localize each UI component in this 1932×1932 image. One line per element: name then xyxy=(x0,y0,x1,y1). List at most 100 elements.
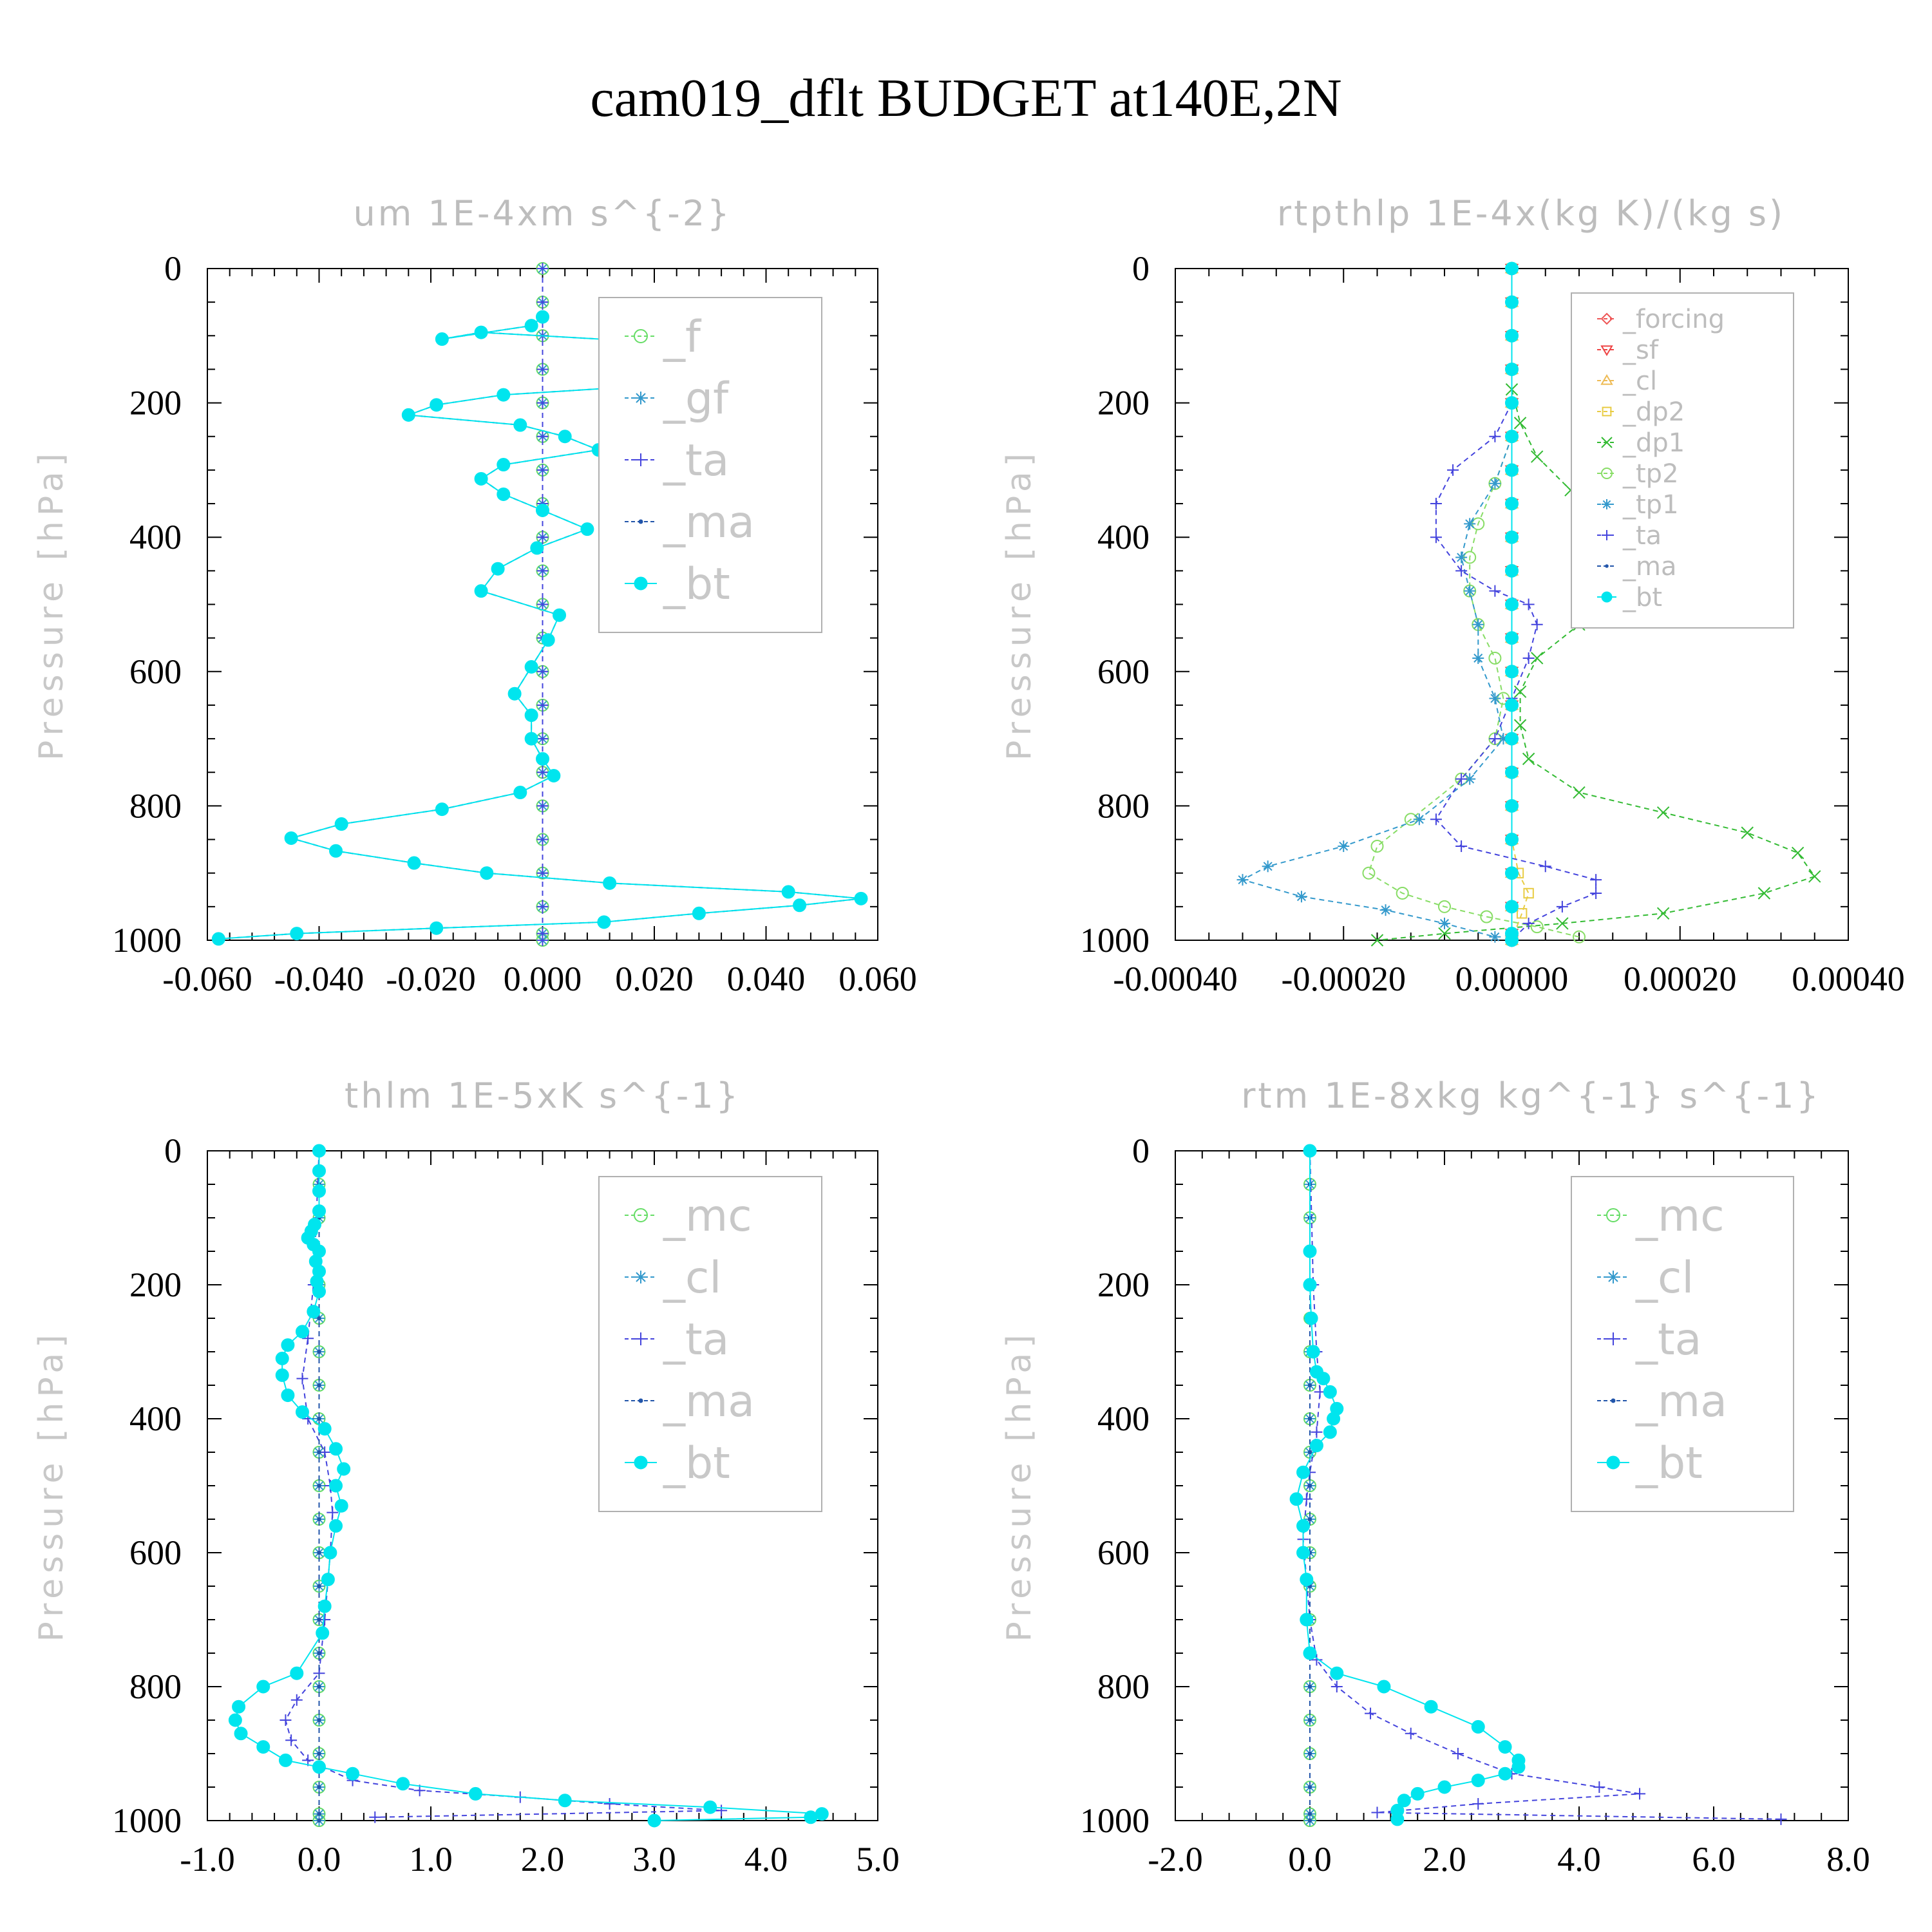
legend-label: _dp2 xyxy=(1622,397,1685,427)
data-point-bt xyxy=(1303,1244,1317,1258)
legend-label: _sf xyxy=(1622,336,1659,365)
y-tick-label: 600 xyxy=(129,1533,182,1572)
data-point-bt xyxy=(435,332,449,346)
data-point-bt xyxy=(396,1777,410,1791)
legend-marker xyxy=(1605,564,1609,568)
data-point-bt xyxy=(312,1204,326,1218)
data-point-bt xyxy=(524,732,538,746)
plot-area xyxy=(211,262,868,947)
data-point-bt xyxy=(312,1184,326,1198)
data-point-bt xyxy=(1471,1774,1485,1788)
x-tick-label: 0.0 xyxy=(1288,1840,1332,1879)
data-point-bt xyxy=(1304,1311,1318,1325)
data-point-ta xyxy=(536,867,549,879)
data-point-bt xyxy=(1505,732,1519,746)
data-point-bt xyxy=(558,430,572,444)
data-point-bt xyxy=(1296,1546,1311,1560)
legend-label: _bt xyxy=(1622,583,1662,612)
data-point-ta xyxy=(290,1694,303,1706)
data-point-bt xyxy=(1330,1666,1344,1680)
data-point-tp1 xyxy=(1464,773,1476,785)
y-tick-label: 600 xyxy=(1097,652,1150,691)
data-point-tp1 xyxy=(1455,551,1468,564)
data-point-bt xyxy=(1471,1719,1485,1734)
legend-box xyxy=(598,297,822,633)
panel-3: thlm 1E-5xK s^{-1} Pressure [hPa] 0 200 400 6… xyxy=(32,1075,900,1879)
x-tick-label: -0.020 xyxy=(386,960,475,998)
data-point-bt xyxy=(1505,497,1519,511)
legend-marker xyxy=(1602,406,1612,417)
data-point-bt xyxy=(317,1599,332,1613)
data-point-bt xyxy=(1289,1492,1303,1506)
data-point-bt xyxy=(507,687,522,701)
data-point-dp1 xyxy=(1370,934,1384,947)
data-point-bt xyxy=(497,388,511,402)
legend-label: _mc xyxy=(663,1191,752,1242)
data-point-ta xyxy=(536,699,549,711)
x-tick-label: 1.0 xyxy=(409,1840,453,1879)
data-point-ta xyxy=(536,598,549,611)
panel-title: rtpthlp 1E-4x(kg K)/(kg s) xyxy=(1277,193,1785,234)
data-point-bt xyxy=(1327,1412,1341,1426)
legend-marker xyxy=(634,392,647,404)
y-tick-label: 800 xyxy=(1097,786,1150,825)
legend-label: _cl xyxy=(1635,1253,1694,1303)
data-point-bt xyxy=(497,458,511,472)
data-point-bt xyxy=(1505,463,1519,477)
data-point-bt xyxy=(228,1713,242,1727)
data-point-bt xyxy=(1505,564,1519,578)
data-point-tp1 xyxy=(1338,840,1350,852)
data-point-tp2 xyxy=(1573,930,1586,943)
data-point-bt xyxy=(275,1351,289,1365)
data-point-ta xyxy=(536,733,549,745)
panel-title: rtm 1E-8xkg kg^{-1} s^{-1} xyxy=(1241,1075,1821,1116)
data-point-tp1 xyxy=(1262,860,1274,873)
legend-label: _tp2 xyxy=(1622,459,1679,489)
legend-label: _bt xyxy=(663,1438,730,1489)
data-point-bt xyxy=(1316,1372,1331,1386)
data-point-ma xyxy=(1307,1818,1312,1823)
data-point-bt xyxy=(321,1573,335,1587)
data-point-ta xyxy=(1311,1426,1323,1438)
legend-label: _mc xyxy=(1635,1191,1725,1242)
y-tick-label: 200 xyxy=(129,384,182,422)
x-tick-label: 0.020 xyxy=(615,960,694,998)
data-point-ta xyxy=(536,464,549,476)
data-point-dp1 xyxy=(1530,450,1544,463)
legend-label: _f xyxy=(663,312,702,363)
data-point-bt xyxy=(1303,1278,1317,1292)
data-point-ma xyxy=(1307,1383,1312,1388)
data-point-bt xyxy=(407,856,421,870)
data-point-ta xyxy=(1455,565,1468,577)
legend-label: _ta xyxy=(663,435,729,486)
legend-label: _ta xyxy=(663,1314,729,1365)
data-point-bt xyxy=(536,310,549,324)
data-point-bt xyxy=(1498,1740,1512,1754)
data-point-ta xyxy=(1365,1707,1377,1719)
x-tick-label: 6.0 xyxy=(1692,1840,1736,1879)
legend-label: _forcing xyxy=(1622,305,1725,334)
legend-marker xyxy=(1600,374,1613,385)
data-point-bt xyxy=(1505,530,1519,544)
data-point-bt xyxy=(513,418,527,432)
y-tick-label: 400 xyxy=(129,518,182,556)
data-point-bt xyxy=(256,1740,270,1754)
data-point-ma xyxy=(317,1316,321,1321)
data-point-bt xyxy=(281,1338,295,1352)
data-point-bt xyxy=(603,876,617,890)
data-point-ma xyxy=(317,1416,321,1421)
data-point-tp1 xyxy=(1489,477,1501,489)
data-point-bt xyxy=(1505,261,1519,276)
data-point-tp2 xyxy=(1362,866,1376,880)
main-title: cam019_dflt BUDGET at140E,2N xyxy=(590,68,1341,128)
data-point-ta xyxy=(1593,1781,1605,1793)
data-point-bt xyxy=(536,503,549,517)
data-point-bt xyxy=(435,802,449,817)
data-point-bt xyxy=(312,1164,326,1178)
data-point-ma xyxy=(317,1550,321,1555)
legend: _mc _cl _ta _ma _bt xyxy=(1571,1176,1794,1512)
x-tick-label: 4.0 xyxy=(1557,1840,1601,1879)
x-tick-label: -1.0 xyxy=(180,1840,234,1879)
data-point-ta xyxy=(1455,840,1468,852)
x-tick-label: 2.0 xyxy=(521,1840,565,1879)
